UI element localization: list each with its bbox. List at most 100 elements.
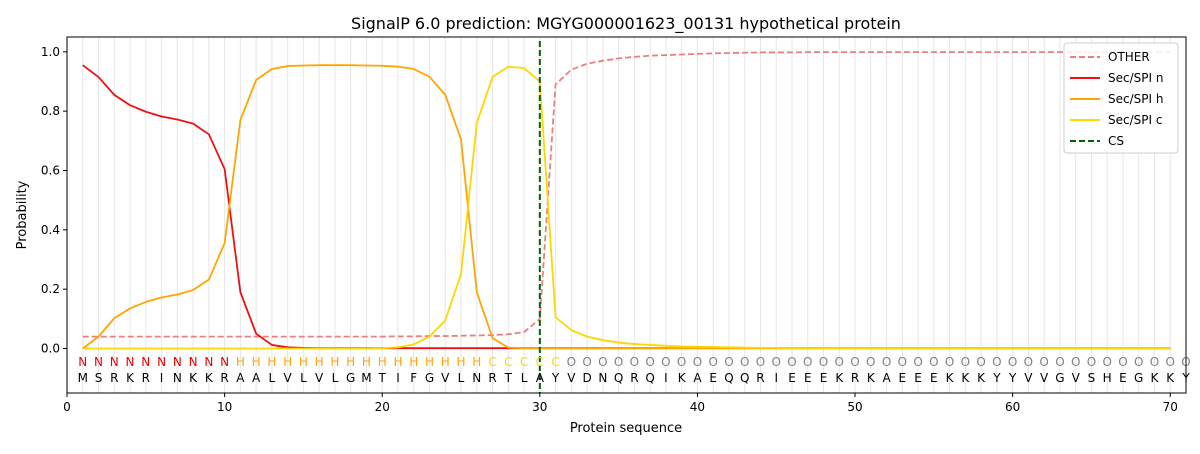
region-label: O <box>1039 355 1048 369</box>
residue-label: V <box>1072 371 1081 385</box>
residue-label: K <box>867 371 876 385</box>
region-label: N <box>141 355 150 369</box>
region-label: O <box>582 355 591 369</box>
y-tick-label: 0.4 <box>41 223 60 237</box>
residue-label: G <box>425 371 434 385</box>
region-label: O <box>1118 355 1127 369</box>
region-label: O <box>693 355 702 369</box>
region-label: H <box>315 355 324 369</box>
y-tick-label: 1.0 <box>41 45 60 59</box>
residue-label: V <box>567 371 576 385</box>
residue-label: D <box>582 371 591 385</box>
residue-label: K <box>678 371 687 385</box>
x-tick-label: 30 <box>532 400 547 414</box>
residue-label: S <box>1088 371 1096 385</box>
region-label: C <box>504 355 512 369</box>
region-label: H <box>236 355 245 369</box>
legend-label: Sec/SPI n <box>1108 71 1163 85</box>
region-label: H <box>425 355 434 369</box>
region-label: C <box>551 355 559 369</box>
region-label: N <box>94 355 103 369</box>
residue-label: E <box>709 371 717 385</box>
residue-label: T <box>504 371 513 385</box>
residue-label: A <box>252 371 261 385</box>
sequence-layer: NMNSNRNKNRNINNNKNKNRHAHAHLHVHLHVHLHGHMHT… <box>78 355 1191 385</box>
region-label: N <box>189 355 198 369</box>
residue-label: I <box>396 371 400 385</box>
region-label: O <box>850 355 859 369</box>
region-label: O <box>976 355 985 369</box>
region-label: H <box>378 355 387 369</box>
region-label: O <box>1071 355 1080 369</box>
x-tick-label: 20 <box>375 400 390 414</box>
region-label: O <box>1150 355 1159 369</box>
residue-label: V <box>284 371 293 385</box>
region-label: O <box>1024 355 1033 369</box>
region-label: N <box>204 355 213 369</box>
residue-label: L <box>332 371 339 385</box>
residue-label: E <box>1119 371 1127 385</box>
region-label: H <box>283 355 292 369</box>
chart-title: SignalP 6.0 prediction: MGYG000001623_00… <box>351 14 901 34</box>
x-tick-label: 70 <box>1163 400 1178 414</box>
region-label: O <box>708 355 717 369</box>
region-label: H <box>362 355 371 369</box>
y-tick-label: 0.0 <box>41 342 60 356</box>
residue-label: L <box>269 371 276 385</box>
legend-label: CS <box>1108 134 1124 148</box>
residue-label: I <box>774 371 778 385</box>
region-label: N <box>173 355 182 369</box>
residue-label: K <box>1151 371 1160 385</box>
region-label: O <box>677 355 686 369</box>
residue-label: V <box>1040 371 1049 385</box>
residue-label: E <box>930 371 938 385</box>
region-label: H <box>393 355 402 369</box>
residue-label: R <box>142 371 150 385</box>
axis-layer: 0 10 20 30 40 50 60 70 0.0 0.2 0.4 0.6 0.8 1.0 <box>41 45 1178 414</box>
residue-label: E <box>820 371 828 385</box>
legend-label: OTHER <box>1108 50 1150 64</box>
region-label: O <box>756 355 765 369</box>
residue-label: E <box>804 371 812 385</box>
series-line-other <box>82 51 1171 338</box>
y-tick-label: 0.6 <box>41 164 60 178</box>
region-label: H <box>267 355 276 369</box>
legend-items: OTHER Sec/SPI n Sec/SPI h Sec/SPI c CS <box>1070 50 1163 148</box>
residue-label: N <box>472 371 481 385</box>
residue-label: A <box>693 371 702 385</box>
legend-frame <box>1063 42 1179 154</box>
residue-label: Q <box>724 371 733 385</box>
residue-label: G <box>1055 371 1064 385</box>
region-label: H <box>330 355 339 369</box>
residue-label: K <box>977 371 986 385</box>
region-label: O <box>567 355 576 369</box>
region-label: C <box>520 355 528 369</box>
region-label: N <box>220 355 229 369</box>
x-tick-label: 50 <box>847 400 862 414</box>
region-label: O <box>645 355 654 369</box>
region-label: C <box>536 355 544 369</box>
x-tick-label: 60 <box>1005 400 1020 414</box>
residue-label: K <box>126 371 135 385</box>
region-label: H <box>252 355 261 369</box>
region-label: H <box>472 355 481 369</box>
residue-label: K <box>946 371 955 385</box>
x-tick-label: 0 <box>63 400 71 414</box>
region-label: O <box>661 355 670 369</box>
plot-frame <box>66 36 1187 394</box>
legend-label: Sec/SPI c <box>1108 113 1162 127</box>
legend: OTHER Sec/SPI n Sec/SPI h Sec/SPI c CS <box>1063 42 1179 154</box>
region-label: O <box>961 355 970 369</box>
residue-label: E <box>788 371 796 385</box>
y-tick-label: 0.2 <box>41 282 60 296</box>
residue-label: L <box>458 371 465 385</box>
residue-label: E <box>914 371 922 385</box>
residue-label: K <box>1166 371 1175 385</box>
residue-label: Y <box>551 371 560 385</box>
region-label: O <box>1166 355 1175 369</box>
region-label: N <box>110 355 119 369</box>
residue-label: G <box>346 371 355 385</box>
region-label: O <box>1102 355 1111 369</box>
residue-label: N <box>173 371 182 385</box>
